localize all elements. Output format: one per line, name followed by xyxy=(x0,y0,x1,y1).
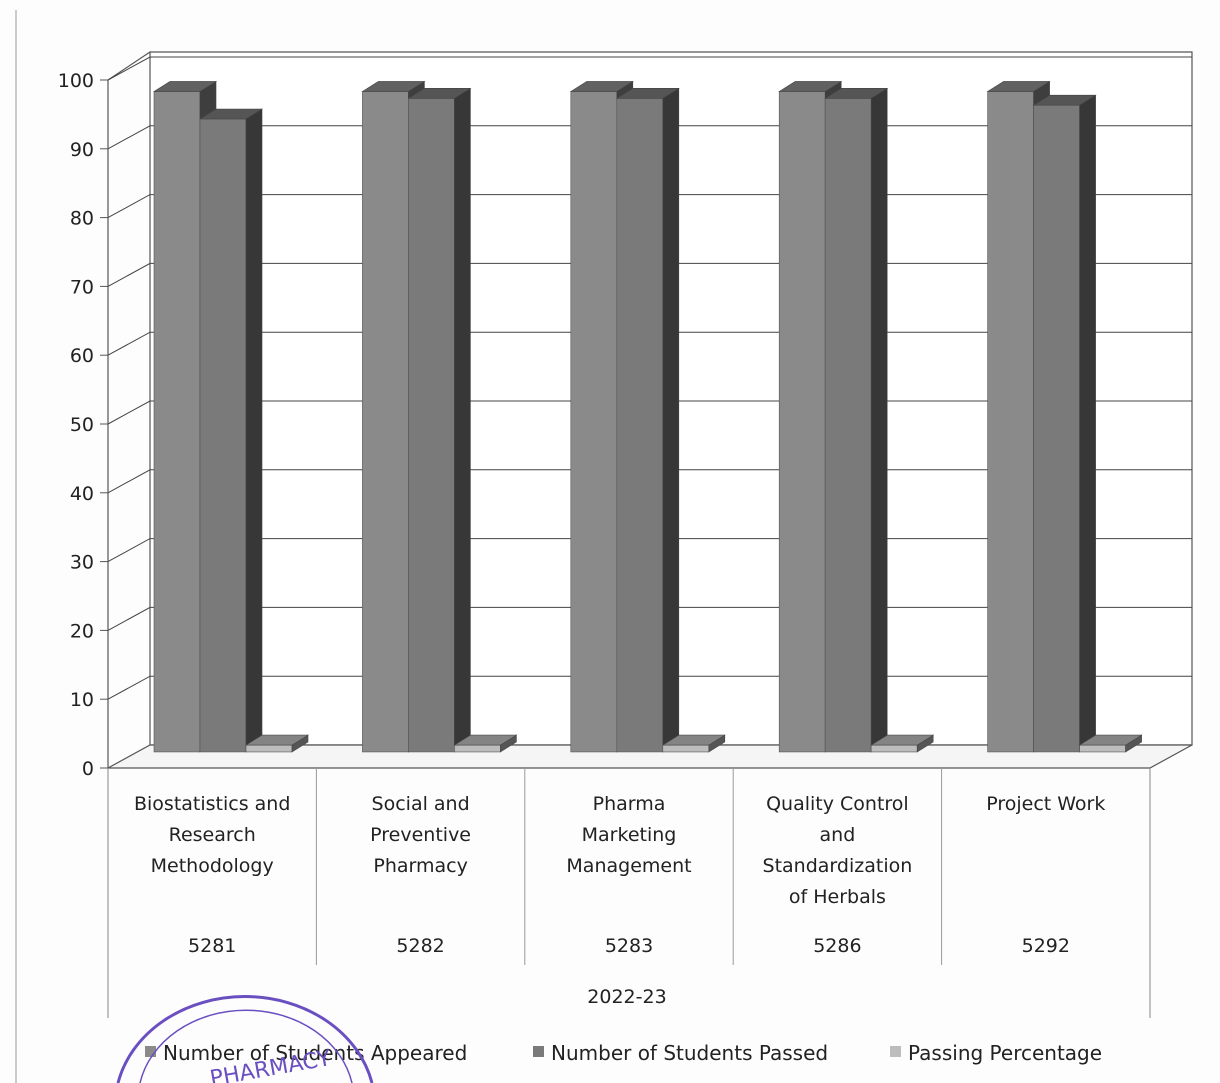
legend-swatch xyxy=(533,1046,544,1057)
category-label: Marketing xyxy=(582,824,677,846)
y-tick-label: 10 xyxy=(70,689,94,711)
legend-item: Number of Students Appeared xyxy=(145,1041,467,1065)
y-tick-label: 60 xyxy=(70,345,94,367)
y-tick-label: 100 xyxy=(58,70,94,92)
legend-label: Passing Percentage xyxy=(908,1041,1102,1065)
legend-item: Number of Students Passed xyxy=(533,1041,828,1065)
category-label: Methodology xyxy=(151,855,274,877)
category-label: Pharma xyxy=(593,793,666,815)
y-tick-label: 0 xyxy=(82,758,94,780)
bar-2 xyxy=(824,87,889,753)
category-label: Pharmacy xyxy=(373,855,467,877)
category-label: Biostatistics and xyxy=(134,793,290,815)
category-code: 5282 xyxy=(396,935,444,957)
bar-3 xyxy=(244,734,310,753)
category-label: Management xyxy=(566,855,691,877)
seal-stamp: PHARMACY xyxy=(116,994,374,1083)
bar-2 xyxy=(1032,94,1097,753)
bar-2 xyxy=(615,87,680,753)
bar-2 xyxy=(198,108,264,753)
category-code: 5286 xyxy=(813,935,861,957)
bar-3 xyxy=(1078,734,1143,753)
y-tick-label: 90 xyxy=(70,139,94,161)
category-code: 5283 xyxy=(605,935,653,957)
bar-3 xyxy=(661,734,726,753)
gridline xyxy=(107,56,1192,81)
bar-3 xyxy=(453,734,518,753)
bar-2 xyxy=(407,87,472,753)
y-tick-label: 50 xyxy=(70,414,94,436)
y-tick-label: 40 xyxy=(70,483,94,505)
category-code: 5292 xyxy=(1022,935,1070,957)
side-wall-top xyxy=(107,51,151,81)
category-label: Quality Control xyxy=(766,793,909,815)
category-label: Preventive xyxy=(370,824,471,846)
legend-label: Number of Students Passed xyxy=(551,1041,828,1065)
group-label: 2022-23 xyxy=(587,986,666,1008)
bar-3 xyxy=(870,734,935,753)
legend-label: Number of Students Appeared xyxy=(163,1041,467,1065)
legend-swatch xyxy=(145,1046,156,1057)
category-label: Social and xyxy=(372,793,470,815)
category-label: Research xyxy=(169,824,256,846)
legend-item: Passing Percentage xyxy=(890,1041,1102,1065)
category-label: of Herbals xyxy=(789,886,886,908)
category-label: Standardization xyxy=(763,855,913,877)
y-tick-label: 70 xyxy=(70,276,94,298)
y-tick-label: 30 xyxy=(70,552,94,574)
category-code: 5281 xyxy=(188,935,236,957)
category-label: and xyxy=(820,824,856,846)
legend-swatch xyxy=(890,1046,901,1057)
category-label: Project Work xyxy=(986,793,1105,815)
y-tick-label: 80 xyxy=(70,208,94,230)
y-tick-label: 20 xyxy=(70,620,94,642)
